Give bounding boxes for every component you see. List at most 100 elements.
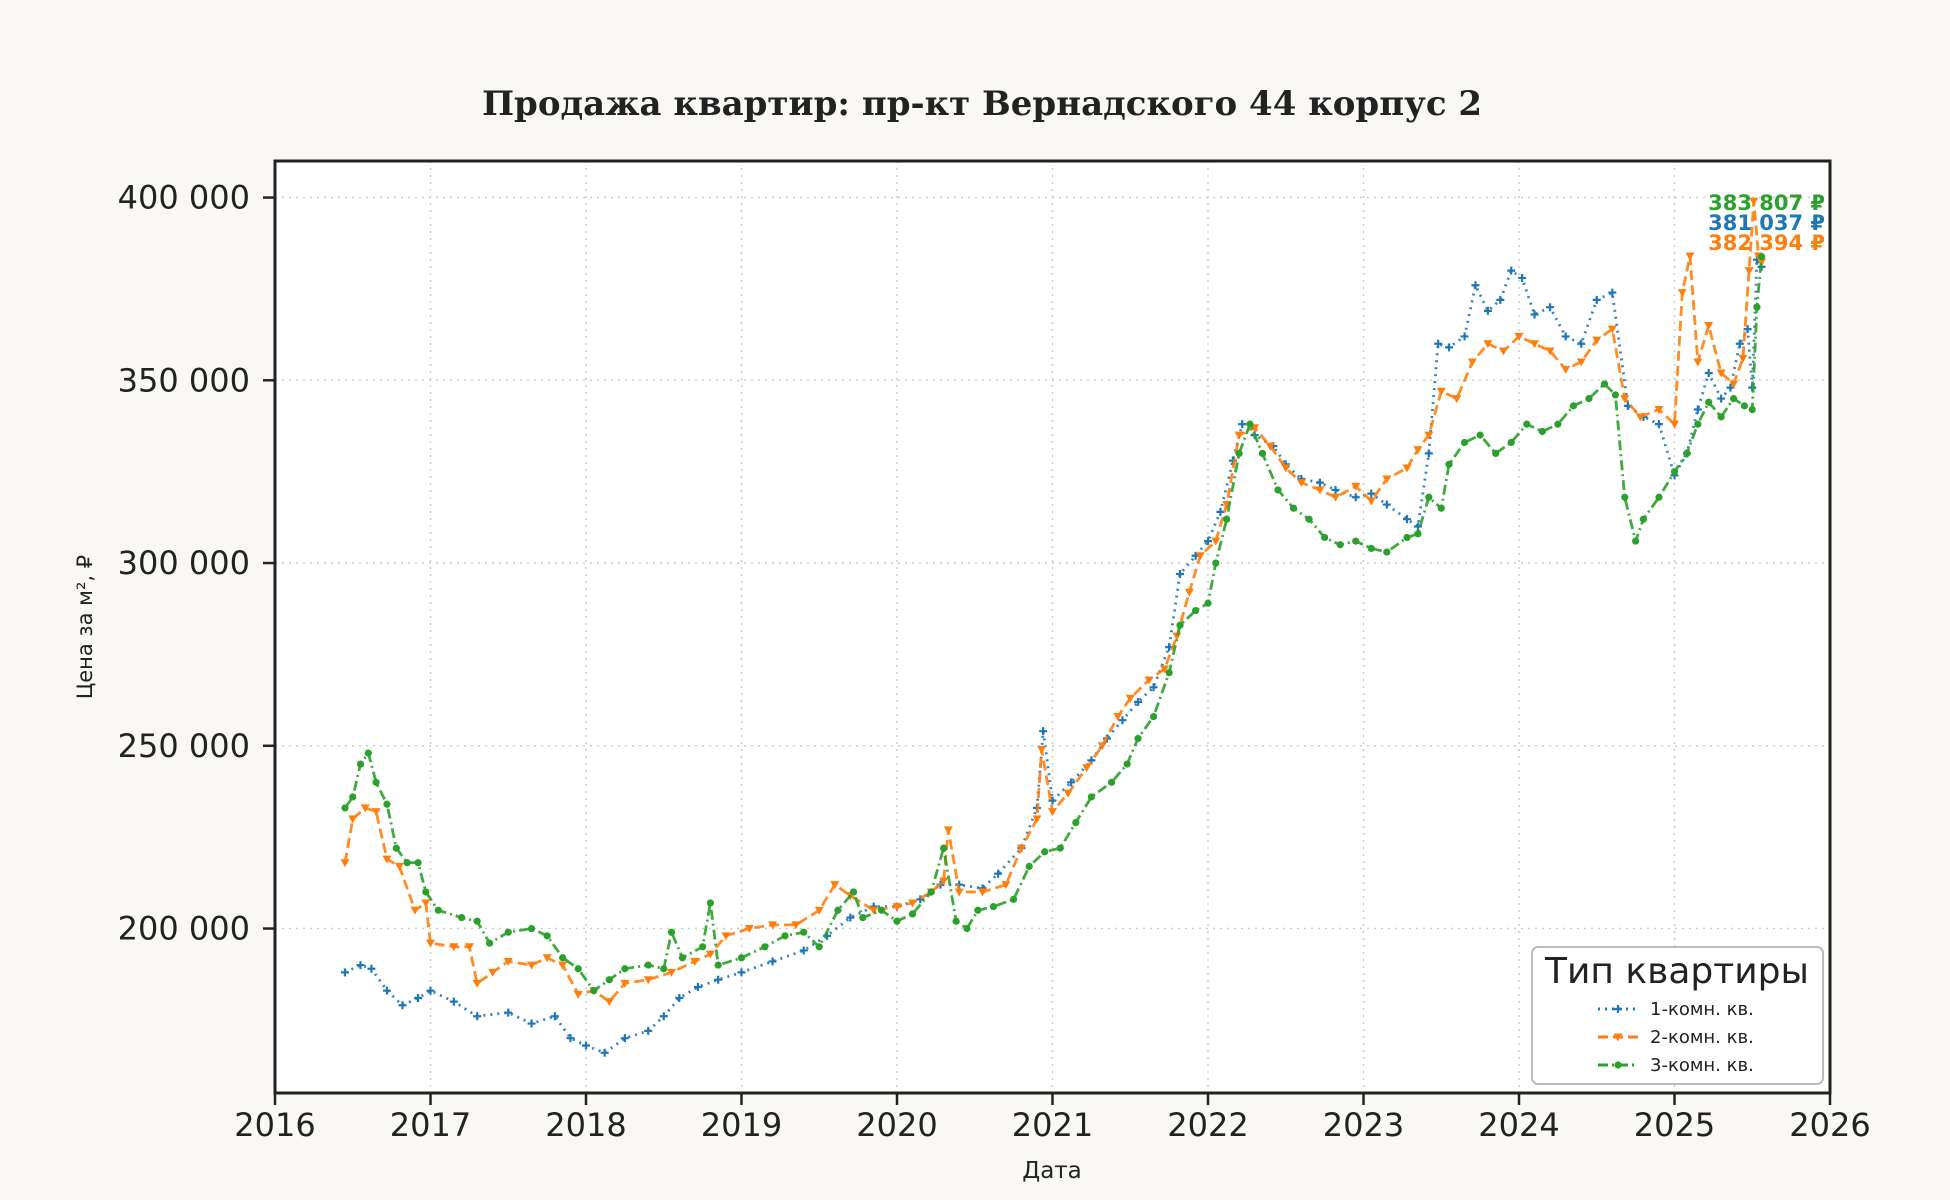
data-point	[1235, 449, 1243, 457]
data-point	[1402, 464, 1412, 473]
data-point	[1445, 460, 1453, 468]
data-point	[449, 943, 459, 952]
data-point	[1037, 745, 1047, 754]
data-point	[1467, 358, 1477, 367]
data-point	[1274, 486, 1282, 494]
data-point	[1530, 310, 1539, 319]
data-point	[1476, 431, 1484, 439]
data-point	[943, 826, 953, 835]
data-point	[1554, 420, 1562, 428]
data-point	[341, 804, 349, 812]
chart-title: Продажа квартир: пр-кт Вернадского 44 ко…	[482, 84, 1482, 124]
data-point	[1144, 676, 1154, 685]
data-point	[1611, 391, 1620, 399]
data-point	[559, 954, 567, 962]
data-point	[1753, 303, 1761, 311]
data-point	[392, 844, 400, 852]
data-point	[1425, 493, 1433, 501]
data-point	[1134, 697, 1143, 706]
data-point	[340, 968, 349, 977]
data-point	[485, 939, 494, 947]
data-point	[952, 917, 960, 925]
data-point	[1039, 727, 1048, 736]
x-tick-label: 2020	[856, 1106, 937, 1144]
data-point	[1097, 742, 1107, 751]
data-point	[1744, 267, 1754, 276]
data-point	[1067, 778, 1076, 787]
data-point	[1048, 796, 1057, 805]
data-point	[1366, 497, 1376, 506]
data-point	[1483, 340, 1493, 349]
data-point	[744, 925, 754, 934]
data-point	[1159, 665, 1169, 674]
x-tick-label: 2019	[701, 1106, 782, 1144]
data-point	[859, 913, 867, 922]
data-point	[504, 928, 512, 936]
data-point	[846, 913, 855, 922]
data-point	[1685, 252, 1695, 261]
data-point	[1546, 303, 1555, 312]
legend-marker	[1614, 1005, 1622, 1013]
data-point	[527, 924, 536, 933]
data-point	[714, 961, 722, 969]
data-point	[403, 859, 411, 867]
data-point	[963, 924, 971, 933]
data-point	[1704, 368, 1713, 377]
data-point	[488, 968, 498, 977]
data-point	[781, 932, 789, 940]
data-point	[527, 961, 537, 970]
data-point	[1748, 405, 1756, 414]
data-point	[1639, 515, 1647, 523]
data-point	[414, 859, 422, 867]
data-point	[1445, 343, 1454, 352]
data-point	[1632, 537, 1640, 545]
data-point	[527, 1019, 536, 1028]
x-axis: 2016 2017 2018 2019 2020 2021 2022 2023 2024 2025…	[234, 1093, 1871, 1144]
data-point	[659, 1012, 668, 1021]
data-point	[1561, 332, 1570, 341]
data-point	[877, 906, 886, 914]
data-point	[1705, 398, 1713, 406]
data-point	[364, 749, 372, 757]
data-point	[1757, 253, 1766, 261]
data-point	[458, 913, 466, 922]
data-point	[1538, 427, 1546, 436]
data-point	[449, 997, 458, 1006]
data-point	[600, 1048, 609, 1057]
data-point	[1600, 380, 1609, 388]
data-point	[954, 888, 964, 897]
x-tick-label: 2016	[234, 1106, 315, 1144]
data-point	[908, 910, 917, 918]
data-point	[660, 965, 668, 973]
data-point	[1729, 394, 1738, 403]
data-point	[978, 888, 988, 897]
data-point	[1403, 515, 1412, 524]
data-point	[908, 899, 918, 908]
legend-marker	[1613, 1033, 1623, 1042]
x-axis-label: Дата	[1022, 1158, 1082, 1184]
data-point	[721, 932, 731, 941]
data-point	[705, 950, 715, 959]
data-point	[1717, 394, 1726, 403]
series-lines	[340, 197, 1767, 1057]
data-point	[690, 957, 700, 966]
data-point	[939, 877, 949, 886]
data-point	[1413, 522, 1422, 531]
legend-marker	[1614, 1061, 1622, 1069]
data-point	[1717, 413, 1725, 421]
data-point	[1149, 712, 1158, 721]
data-point	[1149, 683, 1158, 692]
x-tick-label: 2025	[1634, 1106, 1715, 1144]
data-point	[367, 964, 376, 973]
legend-box	[1531, 946, 1824, 1085]
data-point	[1460, 332, 1469, 341]
data-point	[1165, 669, 1173, 677]
data-point	[1592, 336, 1602, 345]
data-point	[974, 906, 982, 914]
data-point	[574, 965, 582, 973]
data-point	[383, 800, 391, 808]
data-point	[621, 965, 629, 973]
data-point	[1507, 266, 1516, 275]
data-point	[1134, 734, 1142, 743]
